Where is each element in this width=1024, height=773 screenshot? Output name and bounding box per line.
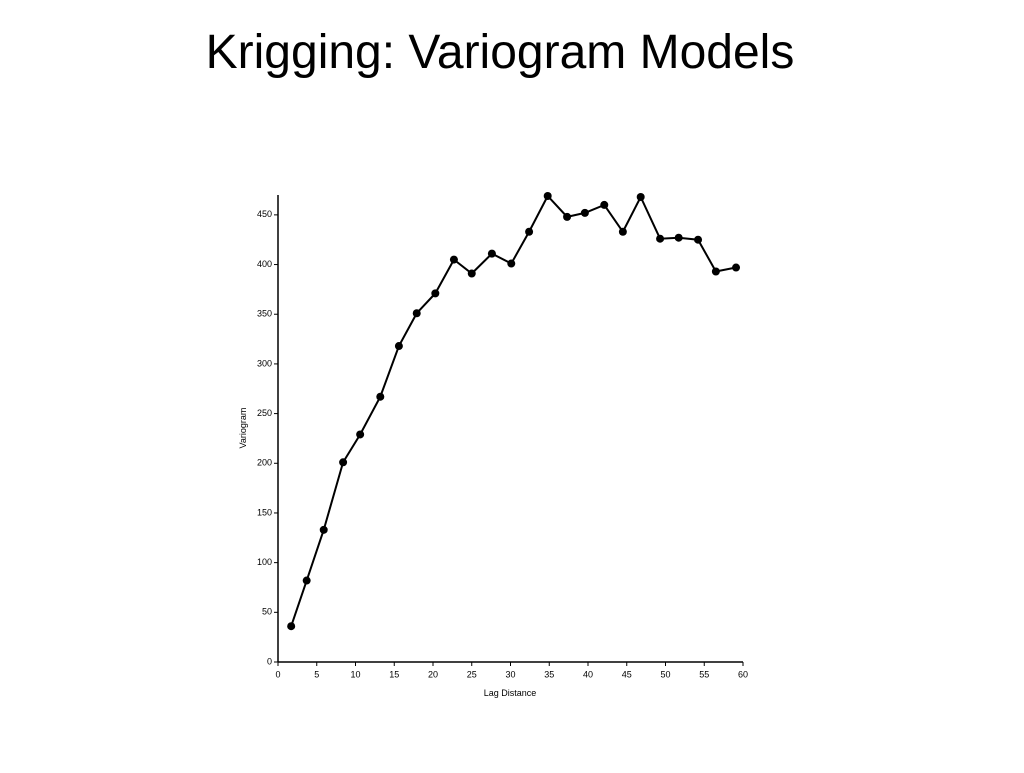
x-tick-label: 25	[467, 669, 477, 679]
x-tick-label: 50	[660, 669, 670, 679]
x-tick-label: 60	[738, 669, 748, 679]
y-tick-label: 0	[267, 656, 272, 666]
point	[376, 392, 385, 401]
y-tick-label: 450	[257, 209, 272, 219]
y-axis-label: Variogram	[238, 408, 248, 449]
point	[711, 267, 720, 276]
x-tick-label: 20	[428, 669, 438, 679]
x-tick-label: 10	[350, 669, 360, 679]
point	[394, 342, 403, 351]
x-tick-label: 5	[314, 669, 319, 679]
point	[580, 208, 589, 217]
point	[412, 309, 421, 318]
y-tick-label: 300	[257, 358, 272, 368]
point	[487, 249, 496, 258]
point	[694, 235, 703, 244]
y-tick-label: 100	[257, 557, 272, 567]
x-tick-label: 45	[622, 669, 632, 679]
point	[563, 212, 572, 221]
point	[618, 227, 627, 236]
x-axis-label: Lag Distance	[484, 688, 537, 698]
point	[339, 458, 348, 467]
point	[543, 191, 552, 200]
x-tick-label: 15	[389, 669, 399, 679]
point	[319, 525, 328, 534]
x-tick-label: 35	[544, 669, 554, 679]
point	[467, 269, 476, 278]
point	[507, 259, 516, 268]
x-tick-label: 0	[275, 669, 280, 679]
point	[656, 234, 665, 243]
point	[431, 289, 440, 298]
x-tick-label: 55	[699, 669, 709, 679]
point	[600, 200, 609, 209]
x-tick-label: 40	[583, 669, 593, 679]
y-tick-label: 150	[257, 507, 272, 517]
y-tick-label: 50	[262, 607, 272, 617]
x-tick-label: 30	[505, 669, 515, 679]
point	[525, 227, 534, 236]
point	[302, 576, 311, 585]
point	[636, 192, 645, 201]
y-tick-label: 350	[257, 309, 272, 319]
point	[732, 263, 741, 272]
y-tick-label: 250	[257, 408, 272, 418]
point	[356, 430, 365, 439]
y-tick-label: 400	[257, 259, 272, 269]
chart-title: Krigging: Variogram Models	[206, 26, 795, 79]
point	[449, 255, 458, 264]
point	[287, 622, 296, 631]
point	[674, 233, 683, 242]
y-tick-label: 200	[257, 458, 272, 468]
